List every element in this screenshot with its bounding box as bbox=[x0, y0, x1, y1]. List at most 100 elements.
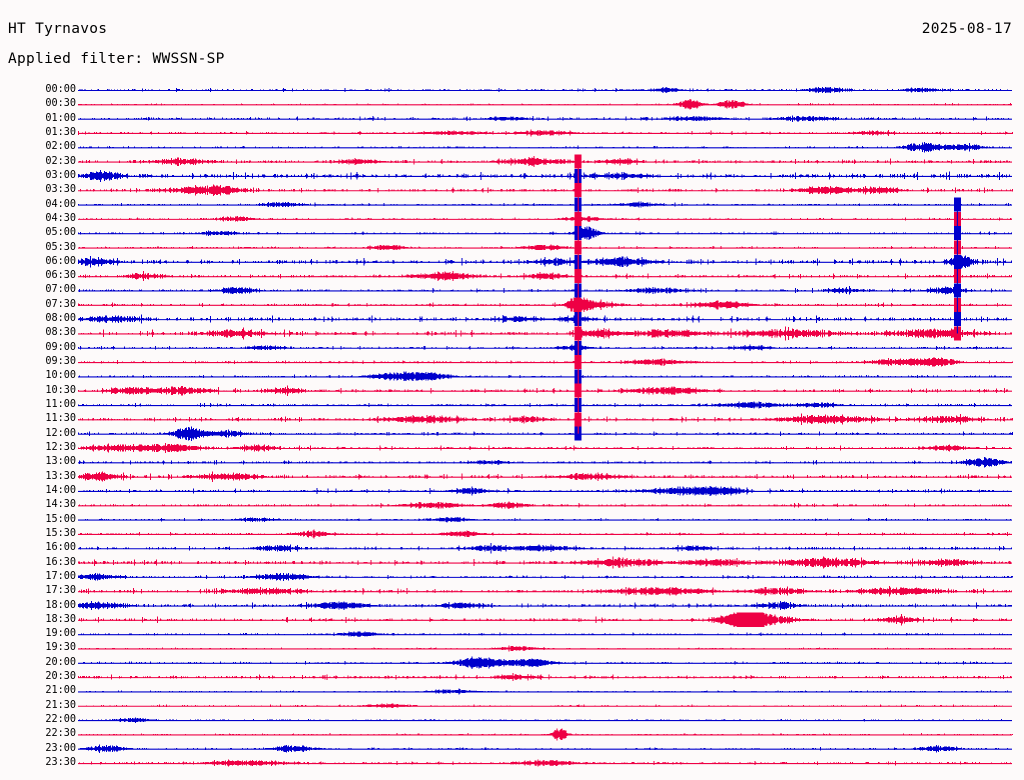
trace-waveform bbox=[77, 168, 1011, 183]
time-tick-0900: 09:00 bbox=[45, 341, 76, 353]
trace-row-0330 bbox=[78, 183, 1014, 198]
trace-row-0200 bbox=[78, 142, 1012, 153]
trace-row-0900 bbox=[77, 340, 1013, 355]
trace-row-1300 bbox=[78, 457, 1013, 468]
trace-row-2100 bbox=[78, 688, 1012, 695]
trace-waveform bbox=[77, 471, 1012, 482]
time-tick-1000: 10:00 bbox=[45, 370, 76, 382]
trace-row-1230 bbox=[77, 443, 1012, 453]
time-tick-1500: 15:00 bbox=[45, 513, 76, 525]
trace-row-1600 bbox=[78, 543, 1013, 554]
trace-row-0130 bbox=[77, 129, 1014, 137]
trace-waveform bbox=[85, 703, 1004, 708]
trace-waveform bbox=[78, 240, 1011, 255]
trace-row-1800 bbox=[77, 600, 1013, 611]
time-tick-1230: 12:30 bbox=[45, 442, 76, 453]
time-tick-1630: 16:30 bbox=[45, 556, 76, 568]
trace-waveform bbox=[78, 759, 1012, 767]
trace-row-1130 bbox=[77, 412, 1014, 427]
trace-row-0630 bbox=[78, 269, 1013, 284]
time-tick-0000: 00:00 bbox=[45, 84, 76, 95]
trace-row-2000 bbox=[78, 656, 1013, 669]
trace-row-1900 bbox=[78, 631, 1013, 637]
time-tick-2330: 23:30 bbox=[45, 757, 76, 769]
time-tick-1030: 10:30 bbox=[45, 384, 76, 396]
time-tick-0500: 05:00 bbox=[45, 227, 76, 239]
trace-waveform bbox=[77, 556, 1012, 569]
trace-row-0230 bbox=[78, 154, 1012, 169]
trace-row-1530 bbox=[78, 529, 1012, 539]
trace-waveform bbox=[78, 543, 1013, 554]
trace-waveform bbox=[79, 183, 1014, 198]
time-tick-0130: 01:30 bbox=[45, 126, 76, 138]
trace-waveform bbox=[78, 154, 1011, 169]
trace-waveform bbox=[84, 516, 1012, 523]
trace-waveform bbox=[78, 585, 1013, 597]
trace-waveform bbox=[77, 197, 1012, 212]
time-tick-0800: 08:00 bbox=[45, 313, 76, 325]
trace-row-2200 bbox=[78, 717, 1012, 723]
trace-row-1700 bbox=[77, 572, 1014, 581]
time-tick-1130: 11:30 bbox=[45, 413, 76, 425]
trace-waveform bbox=[77, 398, 1012, 412]
trace-row-0730 bbox=[77, 297, 1012, 312]
trace-row-0800 bbox=[77, 312, 1012, 327]
trace-waveform bbox=[77, 340, 1013, 355]
trace-row-2330 bbox=[78, 759, 1012, 767]
time-tick-0430: 04:30 bbox=[45, 212, 76, 224]
time-tick-1430: 14:30 bbox=[45, 499, 76, 511]
time-tick-0700: 07:00 bbox=[45, 284, 76, 296]
trace-row-2030 bbox=[77, 673, 1013, 681]
time-tick-0630: 06:30 bbox=[45, 270, 76, 282]
time-tick-1300: 13:00 bbox=[45, 456, 76, 468]
trace-row-0030 bbox=[77, 99, 1013, 110]
trace-waveform bbox=[80, 326, 1013, 341]
time-tick-1800: 18:00 bbox=[45, 599, 76, 611]
trace-waveform bbox=[78, 211, 1013, 226]
trace-row-1100 bbox=[77, 398, 1012, 412]
time-tick-1100: 11:00 bbox=[45, 399, 76, 411]
trace-waveform bbox=[79, 115, 1010, 122]
time-tick-0200: 02:00 bbox=[45, 141, 76, 153]
trace-waveform bbox=[80, 645, 1011, 652]
trace-waveform bbox=[77, 673, 1013, 681]
time-tick-0530: 05:30 bbox=[45, 241, 76, 253]
time-tick-1400: 14:00 bbox=[45, 484, 76, 496]
trace-waveform bbox=[82, 486, 1009, 496]
time-tick-0100: 01:00 bbox=[45, 112, 76, 124]
trace-waveform bbox=[77, 254, 1013, 269]
time-tick-0930: 09:30 bbox=[45, 356, 76, 368]
trace-row-0400 bbox=[77, 197, 1012, 212]
trace-waveform bbox=[79, 529, 1011, 539]
trace-waveform bbox=[85, 688, 1009, 695]
time-tick-2000: 20:00 bbox=[45, 656, 76, 668]
trace-row-0600 bbox=[77, 254, 1013, 269]
time-tick-1730: 17:30 bbox=[45, 585, 76, 597]
trace-waveform bbox=[80, 728, 1014, 741]
trace-waveform bbox=[77, 226, 1013, 241]
trace-waveform bbox=[77, 99, 1013, 110]
time-tick-1930: 19:30 bbox=[45, 642, 76, 654]
trace-row-2130 bbox=[78, 703, 1012, 708]
trace-waveform bbox=[77, 426, 1014, 441]
trace-row-1000 bbox=[78, 369, 1012, 384]
trace-waveform bbox=[78, 501, 1011, 509]
time-tick-0600: 06:00 bbox=[45, 255, 76, 267]
time-tick-1900: 19:00 bbox=[45, 628, 76, 640]
time-tick-0230: 02:30 bbox=[45, 155, 76, 167]
trace-row-1430 bbox=[78, 501, 1012, 509]
trace-row-2300 bbox=[78, 744, 1012, 753]
time-tick-2230: 22:30 bbox=[45, 728, 76, 740]
time-tick-0830: 08:30 bbox=[45, 327, 76, 339]
trace-waveform bbox=[79, 142, 1011, 153]
trace-waveform bbox=[78, 369, 1011, 384]
trace-row-0000 bbox=[78, 86, 1012, 94]
trace-waveform bbox=[77, 312, 1008, 327]
applied-filter-label: Applied filter: WWSSN-SP bbox=[8, 51, 225, 67]
trace-waveform bbox=[77, 443, 1012, 453]
trace-row-0300 bbox=[77, 168, 1012, 183]
time-tick-1530: 15:30 bbox=[45, 527, 76, 539]
trace-row-0930 bbox=[78, 355, 1014, 370]
trace-row-1630 bbox=[77, 556, 1012, 569]
